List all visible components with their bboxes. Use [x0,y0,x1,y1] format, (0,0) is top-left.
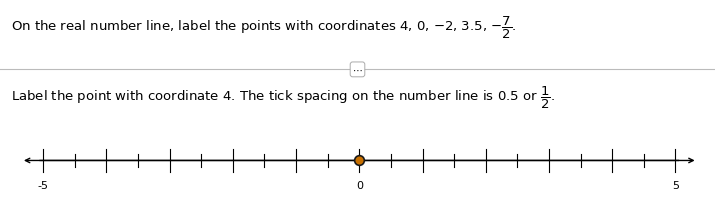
Text: ⋯: ⋯ [352,65,363,75]
Text: -5: -5 [38,180,49,190]
Text: Label the point with coordinate 4. The tick spacing on the number line is 0.5 or: Label the point with coordinate 4. The t… [11,84,555,110]
Text: 5: 5 [672,180,679,190]
Text: On the real number line, label the points with coordinates 4, 0, $-$2, 3.5, $-\d: On the real number line, label the point… [11,14,516,40]
Text: 0: 0 [356,180,363,190]
